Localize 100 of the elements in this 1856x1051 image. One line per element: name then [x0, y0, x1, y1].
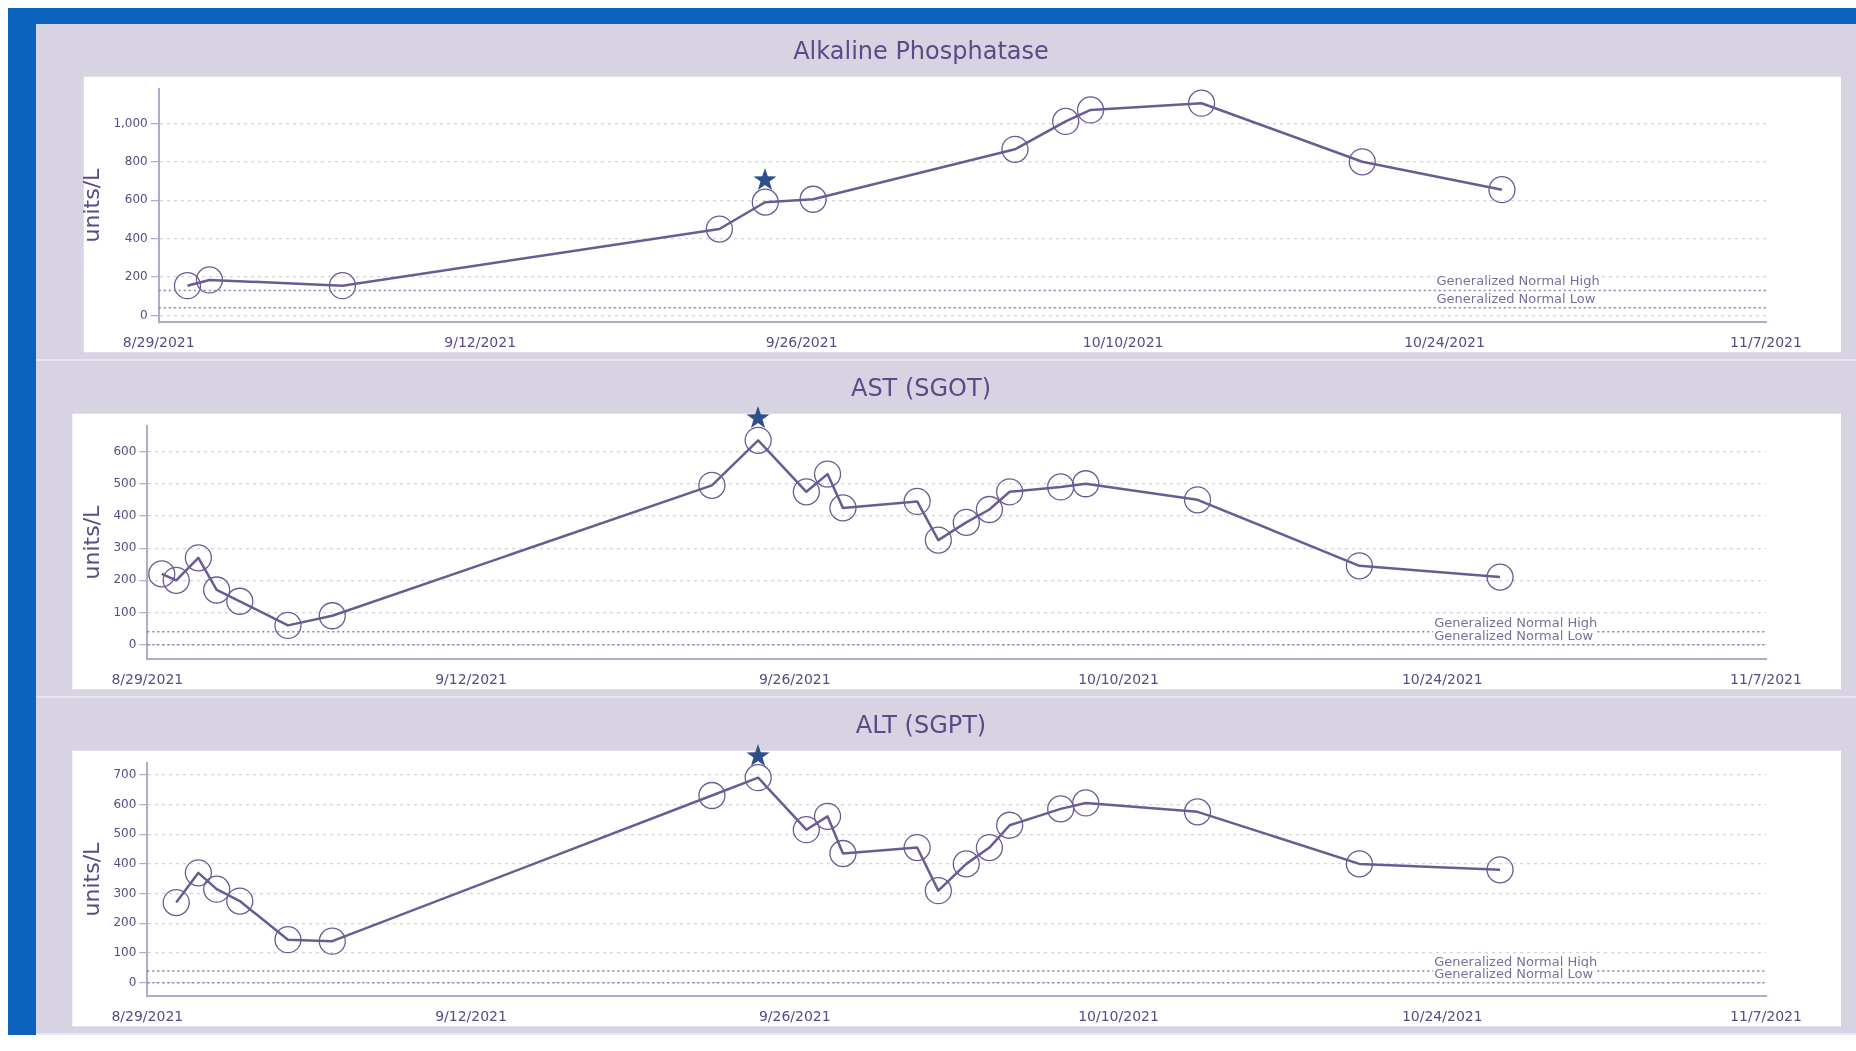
point [952, 850, 980, 878]
x-tick-label: 9/12/2021 [435, 671, 507, 688]
x-tick-label: 10/24/2021 [1401, 1008, 1483, 1025]
x-tick-label: 8/29/2021 [111, 671, 184, 688]
point [226, 587, 254, 615]
x-tick-label: 11/7/2021 [1730, 671, 1802, 688]
point [274, 926, 302, 954]
y-axis-title: units/L [78, 504, 104, 580]
point [162, 888, 190, 917]
point [813, 802, 842, 830]
y-tick-label: 0 [140, 307, 148, 322]
x-tick-label: 10/10/2021 [1078, 671, 1159, 688]
x-tick-label: 9/26/2021 [758, 1008, 831, 1025]
point [744, 764, 772, 792]
point [792, 816, 820, 844]
y-tick-label: 200 [124, 269, 148, 284]
y-tick-label: 400 [113, 508, 137, 523]
point [1187, 89, 1216, 117]
point [829, 839, 857, 868]
point [1001, 135, 1029, 163]
point [792, 478, 820, 506]
y-tick-label: 600 [113, 443, 137, 458]
chart-title: ALT (SGPT) [855, 710, 987, 739]
point [318, 927, 346, 955]
y-tick-label: 400 [113, 856, 137, 871]
point [903, 833, 931, 862]
y-tick-label: 500 [113, 475, 137, 490]
point [173, 272, 202, 300]
x-tick-label: 10/24/2021 [1401, 671, 1483, 688]
point [274, 611, 302, 640]
point [829, 494, 857, 522]
y-tick-label: 1,000 [113, 115, 148, 130]
y-tick-label: 200 [113, 572, 137, 587]
ref-line-label: Generalized Normal Low [1436, 290, 1596, 306]
y-axis-title: units/L [78, 841, 104, 917]
x-tick-label: 8/29/2021 [111, 1008, 184, 1025]
point [705, 215, 734, 243]
y-tick-label: 600 [113, 796, 137, 811]
x-tick-label: 10/24/2021 [1404, 334, 1485, 351]
point [195, 266, 224, 294]
y-tick-label: 100 [113, 604, 137, 619]
point [975, 833, 1004, 862]
x-tick-label: 9/26/2021 [765, 334, 838, 351]
y-tick-label: 300 [113, 540, 137, 555]
y-axis-title: units/L [78, 167, 104, 243]
point [1486, 856, 1514, 884]
point [996, 478, 1024, 506]
point [1047, 473, 1075, 501]
y-tick-label: 700 [113, 766, 137, 781]
point [698, 781, 726, 810]
point [952, 508, 980, 537]
point [698, 471, 726, 500]
x-tick-label: 9/12/2021 [435, 1008, 507, 1025]
x-tick-label: 10/10/2021 [1078, 1008, 1159, 1025]
point [996, 811, 1024, 839]
y-tick-label: 0 [128, 974, 137, 989]
chart-title: AST (SGOT) [850, 373, 992, 402]
y-tick-label: 300 [113, 885, 137, 900]
point [1348, 148, 1376, 176]
point [799, 185, 827, 213]
point [184, 544, 213, 572]
y-tick-label: 600 [124, 192, 148, 207]
point [318, 602, 346, 630]
point [226, 887, 254, 915]
y-tick-label: 500 [113, 826, 137, 841]
chart-title: Alkaline Phosphatase [793, 36, 1049, 65]
x-tick-label: 11/7/2021 [1730, 1008, 1802, 1025]
ref-line-label: Generalized Normal High [1436, 273, 1600, 289]
x-tick-label: 10/10/2021 [1082, 334, 1164, 351]
point [1072, 789, 1100, 817]
point [203, 576, 231, 604]
point [744, 426, 772, 454]
point [1076, 96, 1105, 124]
y-tick-label: 0 [128, 636, 137, 651]
point [975, 495, 1004, 524]
point [1183, 486, 1212, 514]
point [328, 272, 357, 300]
y-tick-label: 800 [124, 153, 148, 168]
point [924, 877, 952, 905]
x-tick-label: 11/7/2021 [1730, 334, 1802, 351]
point [1345, 552, 1374, 580]
y-tick-label: 100 [113, 945, 137, 960]
point [813, 460, 842, 488]
point [1486, 563, 1514, 591]
point [1183, 798, 1212, 826]
x-tick-label: 9/26/2021 [758, 671, 831, 688]
point [751, 188, 779, 216]
point [203, 875, 231, 903]
point [903, 487, 931, 516]
point [1488, 176, 1516, 204]
x-tick-label: 8/29/2021 [122, 334, 195, 351]
y-tick-label: 200 [113, 915, 137, 930]
point [924, 526, 952, 554]
y-tick-label: 400 [124, 230, 148, 245]
ref-line-label: Generalized Normal High [1434, 614, 1598, 630]
point [1047, 795, 1075, 823]
x-tick-label: 9/12/2021 [444, 334, 517, 351]
point [148, 560, 176, 588]
point [1072, 470, 1100, 498]
point [184, 859, 213, 887]
